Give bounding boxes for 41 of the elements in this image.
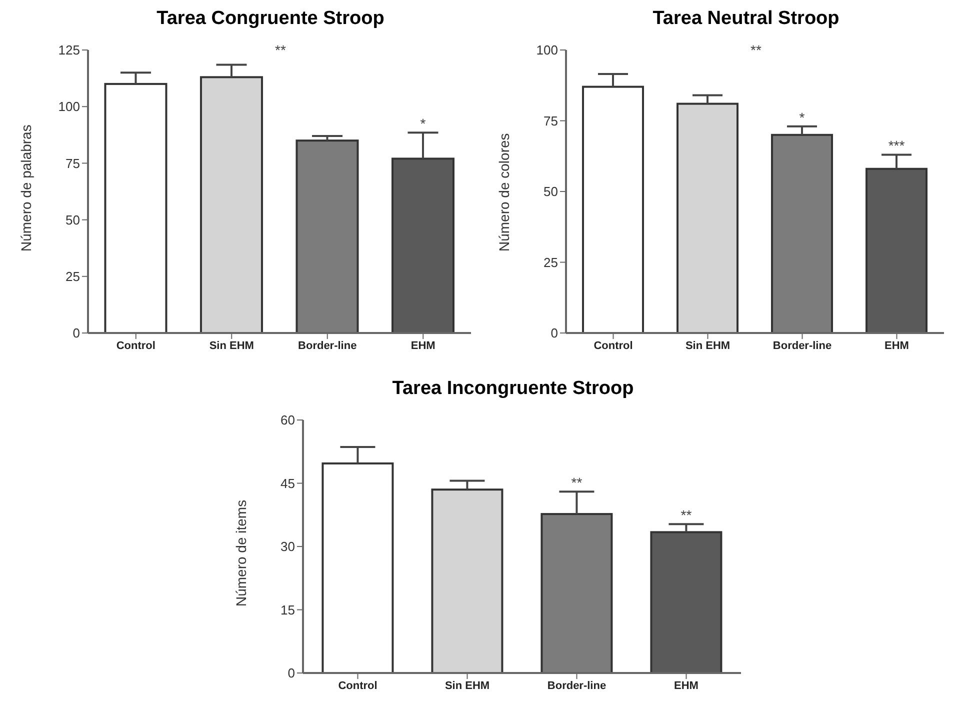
chart-title: Tarea Congruente Stroop xyxy=(156,8,386,31)
y-tick-label: 15 xyxy=(280,602,295,618)
x-tick-label: Control xyxy=(116,340,156,352)
x-tick-label: Control xyxy=(594,340,633,352)
chart-title: Tarea Incongruente Stroop xyxy=(391,378,635,401)
y-tick-label: 30 xyxy=(280,539,295,554)
annotation: * xyxy=(799,109,806,126)
y-tick-label: 50 xyxy=(66,212,80,228)
x-tick-label: Border-line xyxy=(298,340,357,352)
annotation: ** xyxy=(571,474,583,491)
y-tick-label: 75 xyxy=(544,113,558,128)
x-tick-label: Sin EHM xyxy=(685,340,730,352)
y-tick-label: 0 xyxy=(550,326,558,341)
y-tick-label: 50 xyxy=(544,184,558,200)
annotation: ** xyxy=(680,507,692,524)
y-axis-title: Número de palabras xyxy=(18,124,34,252)
y-tick-label: 0 xyxy=(72,326,80,341)
y-tick-label: 0 xyxy=(288,666,295,681)
y-tick-label: 75 xyxy=(66,156,80,171)
y-tick-label: 25 xyxy=(66,269,80,284)
annotation: ** xyxy=(750,42,762,58)
y-tick-label: 60 xyxy=(280,412,295,428)
x-tick-label: Border-line xyxy=(772,340,832,352)
y-tick-label: 100 xyxy=(536,42,558,58)
x-tick-label: EHM xyxy=(884,340,909,352)
x-tick-label: Sin EHM xyxy=(444,680,490,692)
y-axis-title: Número de colores xyxy=(496,133,512,252)
x-tick-label: Control xyxy=(338,680,378,692)
annotation: ** xyxy=(275,42,286,58)
y-tick-label: 25 xyxy=(544,254,558,270)
y-axis-title: Número de items xyxy=(232,500,249,606)
annotation: *** xyxy=(888,138,906,154)
x-tick-label: Border-line xyxy=(547,680,606,692)
annotation: * xyxy=(420,116,426,132)
x-tick-label: EHM xyxy=(410,340,436,352)
y-tick-label: 125 xyxy=(58,42,80,58)
y-tick-label: 100 xyxy=(58,99,80,114)
y-tick-label: 45 xyxy=(280,476,295,491)
chart-title: Tarea Neutral Stroop xyxy=(652,8,840,31)
x-tick-label: Sin EHM xyxy=(209,340,254,352)
x-tick-label: EHM xyxy=(674,680,698,692)
